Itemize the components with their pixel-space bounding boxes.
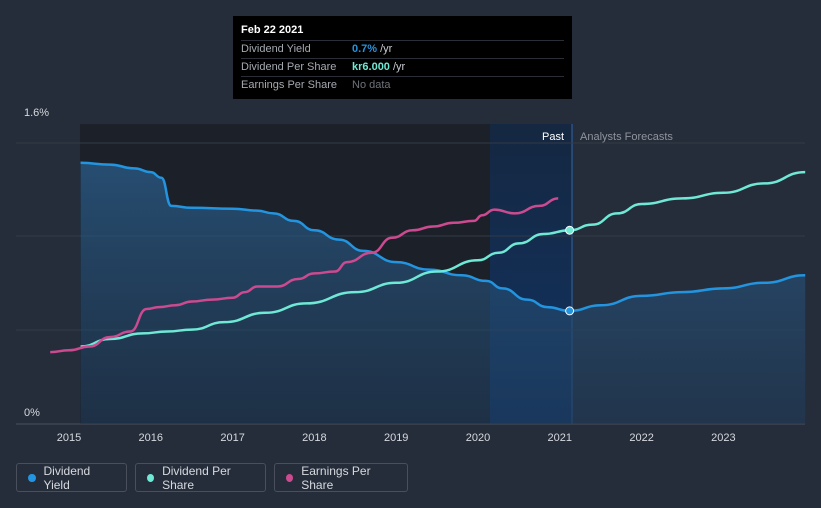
legend-earnings-per-share[interactable]: Earnings Per Share bbox=[274, 463, 408, 492]
x-tick-label: 2019 bbox=[384, 432, 408, 444]
tooltip-label: Earnings Per Share bbox=[241, 79, 337, 91]
x-tick-label: 2022 bbox=[629, 432, 653, 444]
hover-tooltip: Feb 22 2021 Dividend Yield 0.7% /yr Divi… bbox=[233, 16, 572, 99]
y-axis-top-label: 1.6% bbox=[24, 107, 49, 119]
legend-dividend-per-share[interactable]: Dividend Per Share bbox=[135, 463, 266, 492]
tooltip-unit: /yr bbox=[392, 61, 406, 73]
y-axis-bottom-label: 0% bbox=[24, 407, 40, 419]
legend-dot-icon bbox=[147, 473, 155, 482]
legend-label: Dividend Per Share bbox=[162, 463, 231, 492]
tooltip-label: Dividend Per Share bbox=[241, 61, 337, 73]
earnings-per-share-line[interactable] bbox=[50, 197, 559, 354]
legend-label: Dividend Yield bbox=[43, 463, 91, 492]
tooltip-value: No data bbox=[352, 79, 391, 91]
x-tick-label: 2015 bbox=[57, 432, 81, 444]
legend-dividend-yield[interactable]: Dividend Yield bbox=[16, 463, 127, 492]
tooltip-value: 0.7% bbox=[352, 43, 378, 55]
tooltip-row-earnings-per-share: Earnings Per Share No data bbox=[241, 76, 564, 94]
x-tick-label: 2023 bbox=[711, 432, 735, 444]
tooltip-value: kr6.000 bbox=[352, 61, 390, 73]
x-tick-label: 2020 bbox=[466, 432, 490, 444]
dividend-yield-marker[interactable] bbox=[565, 306, 575, 316]
legend-label: Earnings Per Share bbox=[301, 463, 371, 492]
x-tick-label: 2016 bbox=[139, 432, 163, 444]
forecast-label: Analysts Forecasts bbox=[580, 131, 673, 143]
dividend-yield-area bbox=[80, 162, 806, 425]
past-label: Past bbox=[542, 131, 564, 143]
tooltip-row-dividend-per-share: Dividend Per Share kr6.000 /yr bbox=[241, 58, 564, 76]
legend-dot-icon bbox=[286, 473, 294, 482]
legend-dot-icon bbox=[28, 473, 36, 482]
x-tick-label: 2018 bbox=[302, 432, 326, 444]
chart-legend: Dividend Yield Dividend Per Share Earnin… bbox=[16, 463, 408, 492]
dividend-yield-line[interactable] bbox=[80, 161, 806, 313]
tooltip-date: Feb 22 2021 bbox=[241, 24, 304, 36]
tooltip-row-dividend-yield: Dividend Yield 0.7% /yr bbox=[241, 40, 564, 58]
tooltip-unit: /yr bbox=[380, 43, 393, 55]
x-tick-label: 2017 bbox=[220, 432, 244, 444]
tooltip-label: Dividend Yield bbox=[241, 43, 311, 55]
dividend-per-share-marker[interactable] bbox=[565, 225, 575, 235]
dividend-per-share-line[interactable] bbox=[80, 170, 806, 348]
x-tick-label: 2021 bbox=[548, 432, 572, 444]
